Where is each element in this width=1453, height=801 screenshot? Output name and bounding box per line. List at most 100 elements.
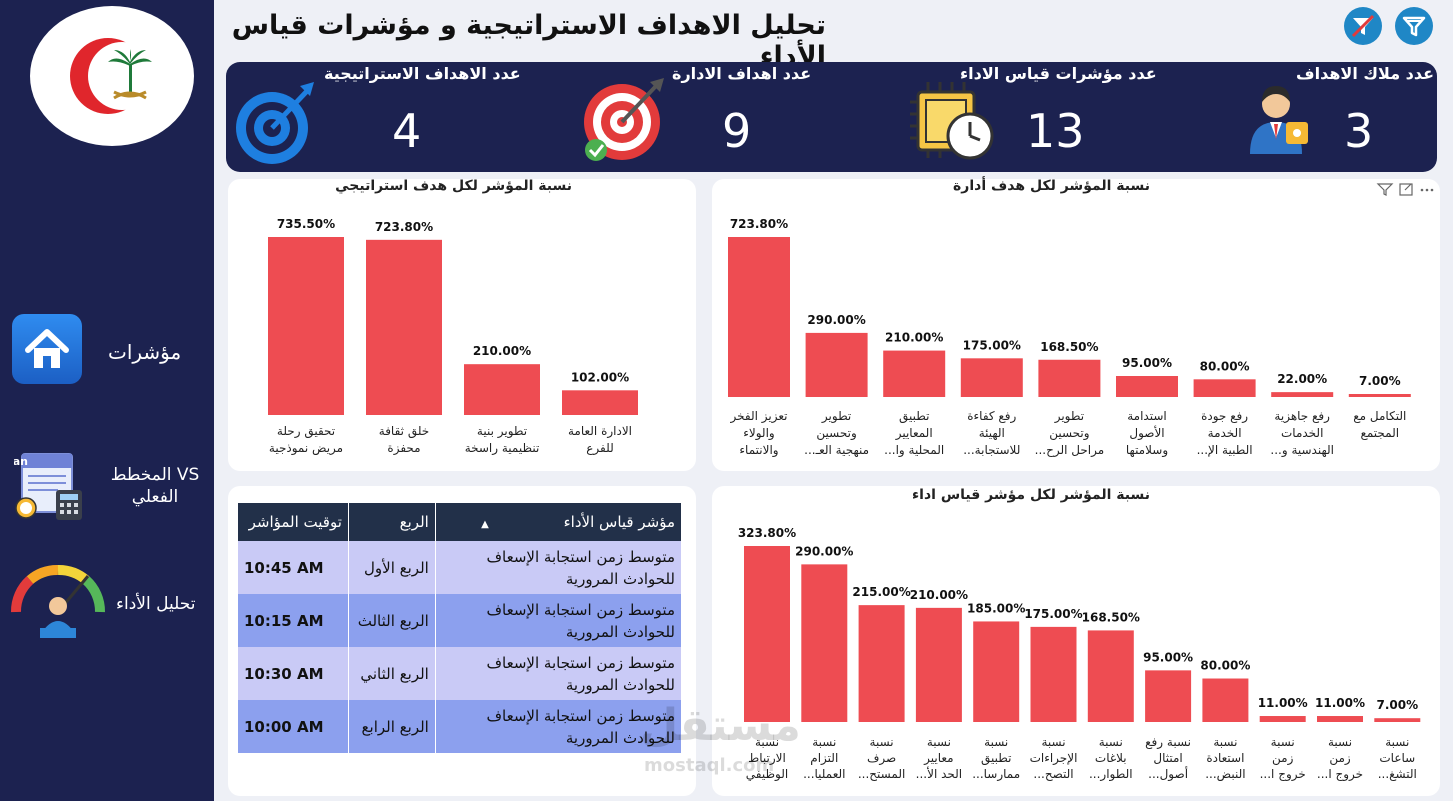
kpi-timing-table: مؤشر قياس الأداء ▲ الربع توقيت المؤاشر م… xyxy=(237,503,681,753)
category-label: تحقيق رحلة مريض نموذجية xyxy=(269,424,343,456)
kpi-summary-bar: عدد الاهداف الاستراتيجية 4 عدد اهداف الا… xyxy=(226,62,1437,172)
filter-panel-button[interactable] xyxy=(1395,7,1433,45)
bar[interactable] xyxy=(1038,359,1101,397)
category-label: نسبة استعادة النبض... xyxy=(1205,735,1245,782)
sidebar-item-indicators[interactable]: مؤشرات xyxy=(0,312,214,386)
focus-mode-icon[interactable] xyxy=(1399,183,1413,196)
sidebar-item-plan-vs-actual[interactable]: Plan VS المخطط الفعلي xyxy=(0,450,214,524)
bar[interactable] xyxy=(1087,630,1134,722)
time-cell: 10:30 AM xyxy=(237,647,349,700)
indicator-cell: متوسط زمن استجابة الإسعاف للحوادث المرور… xyxy=(434,647,681,700)
admin-goal-chart-card: نسبة المؤشر لكل هدف أدارة 723.80% تعزيز ا… xyxy=(712,178,1440,471)
data-label: 723.80% xyxy=(375,220,433,234)
red-crescent-palm-logo xyxy=(70,38,156,114)
bar[interactable] xyxy=(1116,375,1178,397)
kpi-label: عدد مؤشرات قياس الاداء xyxy=(960,64,1157,83)
table-row[interactable]: متوسط زمن استجابة الإسعاف للحوادث المرور… xyxy=(237,594,681,647)
category-label: نسبة ساعات التشغ... xyxy=(1378,735,1417,781)
category-label: نسبة معايير الحد الأ... xyxy=(916,735,962,781)
bar[interactable] xyxy=(744,546,790,722)
sidebar: مؤشرات Plan VS المخطط الفعلي xyxy=(0,0,214,801)
chip-clock-icon xyxy=(908,78,998,164)
category-label: نسبة صرف المستح... xyxy=(858,735,905,781)
category-label: الادارة العامة للفرع xyxy=(568,424,632,456)
kpi-label: عدد الاهداف الاستراتيجية xyxy=(324,64,521,83)
watermark: مستقل xyxy=(640,700,801,751)
data-label: 735.50% xyxy=(277,217,335,231)
category-label: تطوير وتحسين منهجية العـ... xyxy=(804,409,869,457)
time-cell: 10:00 AM xyxy=(237,700,349,753)
data-label: 22.00% xyxy=(1277,372,1327,386)
category-label: تعزيز الفخر والولاء والانتماء xyxy=(730,409,788,458)
table-row[interactable]: متوسط زمن استجابة الإسعاف للحوادث المرور… xyxy=(237,647,681,700)
target-check-icon xyxy=(582,74,672,164)
column-header-indicator[interactable]: مؤشر قياس الأداء ▲ xyxy=(434,503,681,541)
category-label: نسبة الإجراءات التصح... xyxy=(1030,735,1078,781)
clear-filters-button[interactable] xyxy=(1344,7,1382,45)
data-label: 11.00% xyxy=(1315,696,1365,710)
bar[interactable] xyxy=(464,364,540,415)
category-label: رفع كفاءة الهيئة للاستجابة... xyxy=(963,409,1020,457)
category-label: تطوير بنية تنظيمية راسخة xyxy=(465,424,540,456)
bar[interactable] xyxy=(366,239,442,415)
data-label: 7.00% xyxy=(1376,698,1418,712)
data-label: 95.00% xyxy=(1143,650,1193,664)
bar[interactable] xyxy=(1202,678,1249,722)
category-label: تطوير وتحسين مراحل الرح... xyxy=(1035,409,1105,458)
plan-calculator-icon: Plan xyxy=(1,450,88,522)
filter-icon xyxy=(1402,16,1426,37)
bar[interactable] xyxy=(728,237,790,397)
bar[interactable] xyxy=(1145,670,1192,722)
bar[interactable] xyxy=(801,564,848,722)
bar[interactable] xyxy=(1348,394,1411,397)
more-options-icon[interactable] xyxy=(1420,188,1434,192)
category-label: نسبة تطبيق ممارسا... xyxy=(972,735,1020,782)
bar[interactable] xyxy=(1317,716,1363,722)
kpi-value: 4 xyxy=(392,104,422,158)
data-label: 7.00% xyxy=(1359,374,1401,388)
column-header-time[interactable]: توقيت المؤاشر xyxy=(237,503,349,541)
data-label: 95.00% xyxy=(1122,356,1172,370)
bar[interactable] xyxy=(915,607,962,722)
performance-indicator-chart-card: نسبة المؤشر لكل مؤشر قياس اداء 323.80% نس… xyxy=(712,486,1440,796)
bar[interactable] xyxy=(562,390,638,415)
column-header-quarter[interactable]: الربع xyxy=(347,503,436,541)
bar[interactable] xyxy=(883,350,946,397)
visual-filter-icon[interactable] xyxy=(1376,183,1394,196)
clear-filter-icon xyxy=(1351,14,1375,38)
bar[interactable] xyxy=(960,358,1023,397)
table-row[interactable]: متوسط زمن استجابة الإسعاف للحوادث المرور… xyxy=(237,700,681,753)
time-cell: 10:15 AM xyxy=(237,594,349,647)
quarter-cell: الربع الأول xyxy=(347,541,436,594)
indicator-cell: متوسط زمن استجابة الإسعاف للحوادث المرور… xyxy=(434,700,681,753)
data-label: 185.00% xyxy=(967,601,1025,615)
time-cell: 10:45 AM xyxy=(237,541,349,594)
data-label: 323.80% xyxy=(738,526,796,540)
bar[interactable] xyxy=(268,237,344,415)
bar[interactable] xyxy=(1030,626,1077,722)
sidebar-item-performance-analysis[interactable]: تحليل الأداء xyxy=(0,562,214,644)
category-label: رفع جاهزية الخدمات الهندسية و... xyxy=(1270,409,1334,458)
category-label: خلق ثقافة محفزة xyxy=(379,424,429,456)
bar[interactable] xyxy=(1374,718,1421,722)
sort-ascending-icon[interactable]: ▲ xyxy=(481,519,489,530)
chart-title: نسبة المؤشر لكل مؤشر قياس اداء xyxy=(912,487,1150,503)
table-row[interactable]: متوسط زمن استجابة الإسعاف للحوادث المرور… xyxy=(237,541,681,594)
svg-text:Plan: Plan xyxy=(14,455,28,468)
data-label: 11.00% xyxy=(1258,696,1308,710)
category-label: نسبة الارتباط الوظيفي xyxy=(746,735,788,782)
bar[interactable] xyxy=(1193,379,1256,397)
admin-goal-bar-chart: 723.80% تعزيز الفخر والولاء والانتماء 290.00… xyxy=(728,217,1411,458)
quarter-cell: الربع الثاني xyxy=(347,647,436,700)
category-label: رفع جودة الخدمة الطبية الإ... xyxy=(1197,409,1253,457)
bar[interactable] xyxy=(805,332,868,397)
category-label: نسبة بلاغات الطوار... xyxy=(1089,735,1133,782)
category-label: نسبة رفع امتثال أصول... xyxy=(1145,735,1191,782)
data-label: 210.00% xyxy=(885,331,943,345)
bar[interactable] xyxy=(1271,392,1334,397)
sidebar-item-label: تحليل الأداء xyxy=(116,594,196,614)
bar[interactable] xyxy=(973,621,1020,722)
bar[interactable] xyxy=(858,605,905,722)
bar[interactable] xyxy=(1259,716,1306,722)
data-label: 175.00% xyxy=(963,338,1021,352)
